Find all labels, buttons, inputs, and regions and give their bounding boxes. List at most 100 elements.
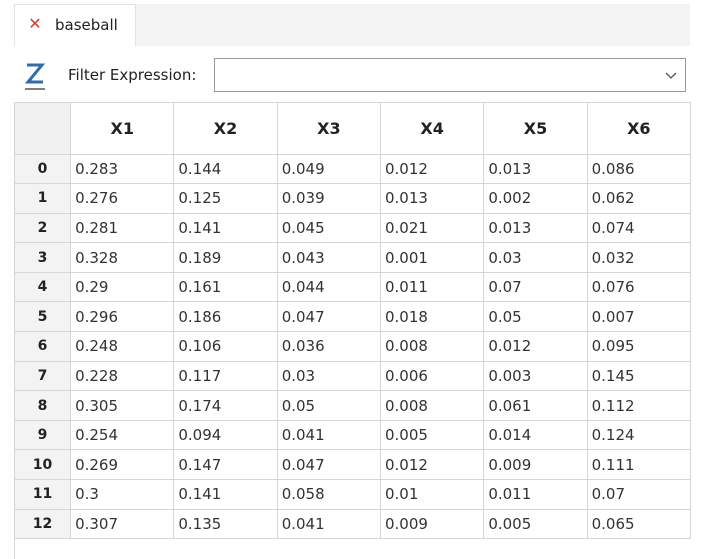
- table-cell[interactable]: 0.269: [70, 449, 175, 481]
- table-cell[interactable]: 0.07: [483, 272, 588, 303]
- table-cell[interactable]: 0.161: [173, 272, 278, 303]
- table-cell[interactable]: 0.039: [277, 183, 382, 214]
- table-cell[interactable]: 0.03: [483, 242, 588, 273]
- filter-z-icon[interactable]: [22, 58, 48, 92]
- table-cell[interactable]: 0.018: [380, 301, 485, 333]
- table-cell[interactable]: 0.305: [70, 390, 175, 421]
- table-cell[interactable]: 0.186: [173, 301, 278, 333]
- row-header[interactable]: 5: [15, 301, 72, 333]
- row-header[interactable]: 2: [15, 213, 72, 244]
- table-cell[interactable]: 0.117: [173, 361, 278, 392]
- row-header[interactable]: 7: [15, 361, 72, 392]
- row-header[interactable]: 10: [15, 449, 72, 481]
- table-cell[interactable]: 0.074: [587, 213, 691, 244]
- column-header[interactable]: X6: [587, 103, 691, 155]
- table-cell[interactable]: 0.281: [70, 213, 175, 244]
- table-cell[interactable]: 0.008: [380, 331, 485, 362]
- table-cell[interactable]: 0.009: [483, 449, 588, 481]
- row-header[interactable]: 9: [15, 420, 72, 451]
- table-cell[interactable]: 0.01: [380, 479, 485, 510]
- table-cell[interactable]: 0.147: [173, 449, 278, 481]
- table-cell[interactable]: 0.144: [173, 154, 278, 185]
- table-row[interactable]: 5 0.296 0.186 0.047 0.018 0.05 0.007: [15, 301, 691, 333]
- row-header[interactable]: 0: [15, 154, 72, 185]
- table-cell[interactable]: 0.276: [70, 183, 175, 214]
- column-header[interactable]: X2: [173, 103, 278, 155]
- table-cell[interactable]: 0.111: [587, 449, 691, 481]
- table-cell[interactable]: 0.094: [173, 420, 278, 451]
- table-cell[interactable]: 0.001: [380, 242, 485, 273]
- table-row[interactable]: 3 0.328 0.189 0.043 0.001 0.03 0.032: [15, 242, 691, 273]
- table-row[interactable]: 2 0.281 0.141 0.045 0.021 0.013 0.074: [15, 213, 691, 244]
- table-cell[interactable]: 0.125: [173, 183, 278, 214]
- table-cell[interactable]: 0.036: [277, 331, 382, 362]
- table-cell[interactable]: 0.05: [277, 390, 382, 421]
- table-cell[interactable]: 0.009: [380, 509, 485, 540]
- tab-baseball[interactable]: ✕ baseball: [14, 4, 136, 46]
- table-cell[interactable]: 0.135: [173, 509, 278, 540]
- table-row[interactable]: 7 0.228 0.117 0.03 0.006 0.003 0.145: [15, 361, 691, 392]
- filter-expression-combobox[interactable]: [214, 58, 686, 92]
- table-cell[interactable]: 0.058: [277, 479, 382, 510]
- row-header[interactable]: 4: [15, 272, 72, 303]
- table-cell[interactable]: 0.174: [173, 390, 278, 421]
- table-cell[interactable]: 0.047: [277, 449, 382, 481]
- table-cell[interactable]: 0.05: [483, 301, 588, 333]
- table-row[interactable]: 0 0.283 0.144 0.049 0.012 0.013 0.086: [15, 154, 691, 185]
- table-cell[interactable]: 0.145: [587, 361, 691, 392]
- table-cell[interactable]: 0.095: [587, 331, 691, 362]
- table-cell[interactable]: 0.013: [380, 183, 485, 214]
- table-cell[interactable]: 0.012: [483, 331, 588, 362]
- table-cell[interactable]: 0.189: [173, 242, 278, 273]
- table-cell[interactable]: 0.005: [380, 420, 485, 451]
- table-cell[interactable]: 0.03: [277, 361, 382, 392]
- table-row[interactable]: 11 0.3 0.141 0.058 0.01 0.011 0.07: [15, 479, 691, 510]
- table-cell[interactable]: 0.007: [587, 301, 691, 333]
- row-header[interactable]: 8: [15, 390, 72, 421]
- table-cell[interactable]: 0.014: [483, 420, 588, 451]
- table-cell[interactable]: 0.328: [70, 242, 175, 273]
- table-cell[interactable]: 0.112: [587, 390, 691, 421]
- column-header[interactable]: X3: [277, 103, 382, 155]
- column-header[interactable]: X5: [483, 103, 588, 155]
- table-cell[interactable]: 0.003: [483, 361, 588, 392]
- table-cell[interactable]: 0.006: [380, 361, 485, 392]
- table-cell[interactable]: 0.011: [483, 479, 588, 510]
- row-header[interactable]: 1: [15, 183, 72, 214]
- table-cell[interactable]: 0.041: [277, 420, 382, 451]
- table-cell[interactable]: 0.086: [587, 154, 691, 185]
- table-row[interactable]: 12 0.307 0.135 0.041 0.009 0.005 0.065: [15, 509, 691, 540]
- table-cell[interactable]: 0.032: [587, 242, 691, 273]
- table-cell[interactable]: 0.045: [277, 213, 382, 244]
- table-cell[interactable]: 0.008: [380, 390, 485, 421]
- row-header[interactable]: 3: [15, 242, 72, 273]
- table-cell[interactable]: 0.29: [70, 272, 175, 303]
- table-cell[interactable]: 0.228: [70, 361, 175, 392]
- close-icon[interactable]: ✕: [28, 14, 42, 33]
- table-row[interactable]: 10 0.269 0.147 0.047 0.012 0.009 0.111: [15, 449, 691, 481]
- filter-expression-input[interactable]: [215, 59, 645, 91]
- table-row[interactable]: 1 0.276 0.125 0.039 0.013 0.002 0.062: [15, 183, 691, 214]
- table-cell[interactable]: 0.307: [70, 509, 175, 540]
- table-cell[interactable]: 0.141: [173, 479, 278, 510]
- table-cell[interactable]: 0.011: [380, 272, 485, 303]
- table-cell[interactable]: 0.106: [173, 331, 278, 362]
- table-row[interactable]: 4 0.29 0.161 0.044 0.011 0.07 0.076: [15, 272, 691, 303]
- table-cell[interactable]: 0.021: [380, 213, 485, 244]
- row-header[interactable]: 12: [15, 509, 72, 540]
- table-cell[interactable]: 0.3: [70, 479, 175, 510]
- table-row[interactable]: 9 0.254 0.094 0.041 0.005 0.014 0.124: [15, 420, 691, 451]
- row-header[interactable]: 6: [15, 331, 72, 362]
- table-cell[interactable]: 0.061: [483, 390, 588, 421]
- table-cell[interactable]: 0.062: [587, 183, 691, 214]
- corner-cell[interactable]: [15, 103, 72, 155]
- table-row[interactable]: 6 0.248 0.106 0.036 0.008 0.012 0.095: [15, 331, 691, 362]
- table-cell[interactable]: 0.047: [277, 301, 382, 333]
- table-cell[interactable]: 0.248: [70, 331, 175, 362]
- row-header[interactable]: 11: [15, 479, 72, 510]
- table-cell[interactable]: 0.012: [380, 449, 485, 481]
- table-cell[interactable]: 0.005: [483, 509, 588, 540]
- table-cell[interactable]: 0.002: [483, 183, 588, 214]
- table-cell[interactable]: 0.07: [587, 479, 691, 510]
- table-row[interactable]: 8 0.305 0.174 0.05 0.008 0.061 0.112: [15, 390, 691, 421]
